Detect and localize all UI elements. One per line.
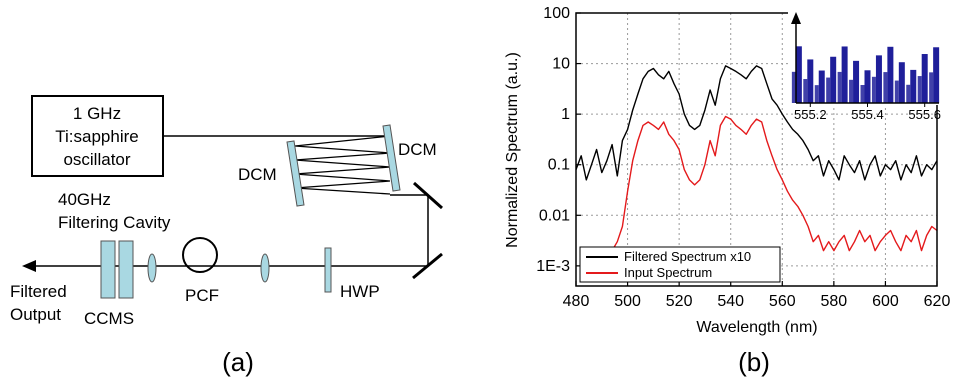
inset-bars (791, 46, 940, 103)
inset-tick-label: 555.6 (908, 107, 941, 122)
inset-comb-shoulder (814, 85, 819, 103)
ccms-label: CCMS (84, 309, 134, 328)
oscillator-label-line1: 1 GHz (73, 104, 121, 123)
y-tick-label: 10 (552, 56, 570, 73)
inset-comb-shoulder (826, 77, 831, 103)
legend-box (579, 246, 781, 283)
oscillator-label-line3: oscillator (63, 150, 130, 169)
cavity-label-line2: Filtering Cavity (58, 213, 171, 232)
x-tick-label: 620 (924, 293, 951, 310)
inset-comb-peak (887, 46, 894, 103)
caption-b: (b) (738, 347, 770, 377)
cavity-label-line1: 40GHz (58, 190, 111, 209)
inset-y-arrowhead (791, 12, 801, 24)
dcm-mirror-right (382, 124, 401, 192)
inset-comb-peak (921, 54, 928, 103)
inset-comb-shoulder (894, 80, 899, 103)
inset-comb-shoulder (917, 76, 922, 103)
inset-ticks: 555.2 555.4 555.6 (794, 103, 941, 122)
output-label-line2: Output (10, 305, 61, 324)
output-label-line1: Filtered (10, 282, 67, 301)
series-input-spectrum-line (585, 115, 938, 278)
y-tick-label: 1E-3 (536, 258, 570, 275)
pcf-label: PCF (185, 286, 219, 305)
inset-comb-peak (864, 70, 871, 103)
inset-comb-peak (933, 47, 940, 103)
series-filtered-spectrum-line (575, 65, 938, 181)
inset-comb-peak (841, 46, 848, 103)
spectrum-chart: 480 500 520 540 560 580 600 620 1E-3 0.01 0.1 1 10 10… (504, 5, 950, 377)
inset-comb-shoulder (871, 76, 876, 103)
inset-comb-shoulder (929, 72, 934, 103)
inset-comb-shoulder (849, 79, 854, 103)
x-tick-label: 600 (872, 293, 899, 310)
output-arrowhead (22, 260, 36, 272)
inset-comb-peak (910, 69, 917, 103)
inset-comb-shoulder (837, 71, 842, 103)
inset-comb-peak (898, 62, 905, 103)
y-tick-label: 0.1 (548, 157, 570, 174)
x-tick-label: 560 (769, 293, 796, 310)
oscillator-label-line2: Ti:sapphire (55, 127, 138, 146)
inset-comb-peak (875, 55, 882, 103)
inset-comb-peak (830, 56, 837, 103)
lens-left (147, 253, 157, 283)
inset-comb-shoulder (803, 79, 808, 103)
x-tick-label: 580 (821, 293, 848, 310)
legend-label-input: Input Spectrum (624, 265, 712, 280)
dcm-beam-zigzag (294, 135, 391, 195)
inset-comb-chart: 555.2 555.4 555.6 (788, 10, 941, 122)
inset-comb-shoulder (906, 84, 911, 103)
axis-ticks: 480 500 520 540 560 580 600 620 1E-3 0.01 0.1 1 10 10… (536, 5, 950, 310)
inset-comb-peak (807, 59, 814, 103)
legend-label-filtered: Filtered Spectrum x10 (624, 249, 751, 264)
inset-tick-label: 555.4 (851, 107, 884, 122)
ccms-mirror-2 (118, 240, 134, 299)
series-layer (575, 65, 938, 278)
inset-comb-shoulder (860, 85, 865, 103)
x-tick-label: 500 (614, 293, 641, 310)
hwp-label: HWP (340, 282, 380, 301)
inset-comb-shoulder (883, 72, 888, 103)
hwp-plate (324, 247, 332, 293)
x-tick-label: 480 (563, 293, 590, 310)
inset-comb-shoulder (791, 71, 796, 103)
y-axis-title: Normalized Spectrum (a.u.) (504, 52, 521, 248)
inset-comb-peak (795, 46, 802, 103)
setup-diagram: 1 GHz Ti:sapphire oscillator DCM DCM HWP (10, 95, 443, 377)
dcm-left-label: DCM (238, 165, 277, 184)
oscillator-box (31, 95, 164, 177)
x-axis-title: Wavelength (nm) (696, 319, 817, 336)
lens-right (260, 253, 270, 283)
x-tick-label: 540 (717, 293, 744, 310)
inset-comb-peak (818, 70, 825, 103)
inset-tick-label: 555.2 (794, 107, 827, 122)
plot-frame (575, 12, 938, 287)
y-tick-label: 0.01 (539, 207, 570, 224)
ccms-mirror-1 (100, 240, 116, 299)
caption-a: (a) (222, 347, 254, 377)
legend: Filtered Spectrum x10 Input Spectrum (579, 246, 781, 283)
dcm-right-label: DCM (398, 140, 437, 159)
y-tick-label: 100 (543, 5, 570, 22)
pcf-fiber-loop (182, 237, 218, 273)
y-tick-label: 1 (561, 106, 570, 123)
dcm-mirror-left (286, 140, 305, 207)
x-tick-label: 520 (666, 293, 693, 310)
inset-comb-peak (853, 60, 860, 103)
